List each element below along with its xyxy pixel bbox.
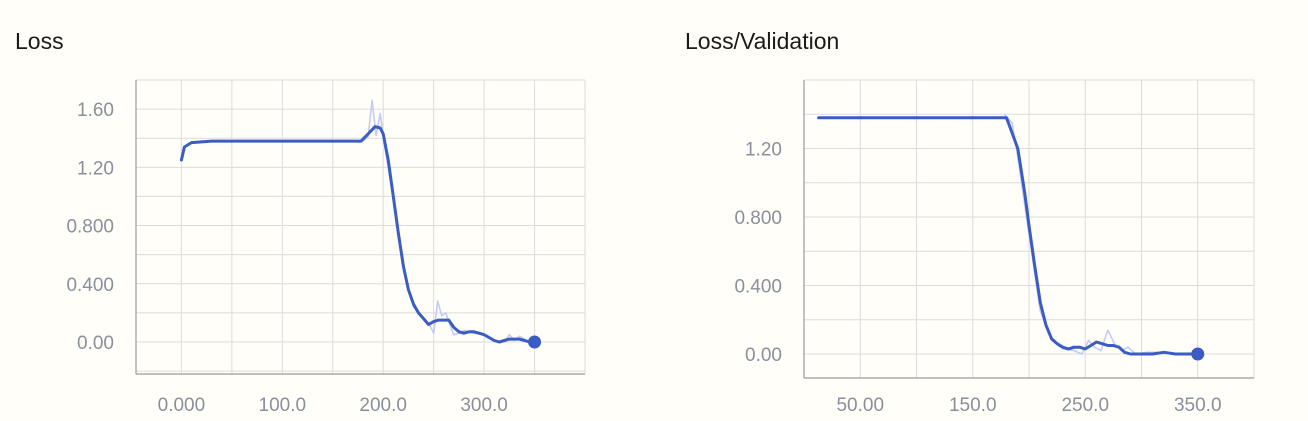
x-tick-label: 200.0 xyxy=(359,395,407,416)
y-tick-label: 1.20 xyxy=(745,140,782,161)
series-line xyxy=(179,125,537,344)
y-tick-label: 0.00 xyxy=(77,333,114,354)
loss-validation-chart: 0.00 0.400 0.800 1.20 50.00 150.0 250.0 350.0 xyxy=(734,79,1255,416)
y-tick-label: 0.800 xyxy=(66,217,114,238)
chart-title: Loss/Validation xyxy=(685,28,840,54)
loss-chart-panel: Loss 0.00 0.400 0.800 1.20 1.60 0.000 100.0 200… xyxy=(0,0,640,421)
chart-title: Loss xyxy=(15,28,64,54)
y-tick-label: 0.400 xyxy=(66,275,114,296)
raw-series-line xyxy=(1003,113,1198,355)
x-tick-label: 50.00 xyxy=(836,395,884,416)
grid xyxy=(136,79,586,374)
series-line xyxy=(817,116,1200,356)
x-tick-label: 300.0 xyxy=(460,395,508,416)
loss-validation-chart-panel: Loss/Validation 0.00 0.400 0.800 1.20 50.00 1… xyxy=(670,0,1308,421)
x-tick-label: 150.0 xyxy=(949,395,997,416)
end-point-marker xyxy=(528,335,542,349)
y-tick-label: 1.20 xyxy=(77,158,114,179)
loss-chart: 0.00 0.400 0.800 1.20 1.60 0.000 100.0 200.0 300… xyxy=(66,79,586,416)
x-tick-label: 0.000 xyxy=(158,395,206,416)
y-tick-label: 0.00 xyxy=(745,345,782,366)
x-tick-label: 350.0 xyxy=(1174,395,1222,416)
y-tick-label: 0.400 xyxy=(734,277,782,298)
raw-series-line xyxy=(357,99,535,343)
end-point-marker xyxy=(1191,347,1205,361)
x-tick-label: 250.0 xyxy=(1061,395,1109,416)
y-tick-label: 0.800 xyxy=(734,208,782,229)
x-tick-label: 100.0 xyxy=(259,395,307,416)
y-tick-label: 1.60 xyxy=(77,100,114,121)
